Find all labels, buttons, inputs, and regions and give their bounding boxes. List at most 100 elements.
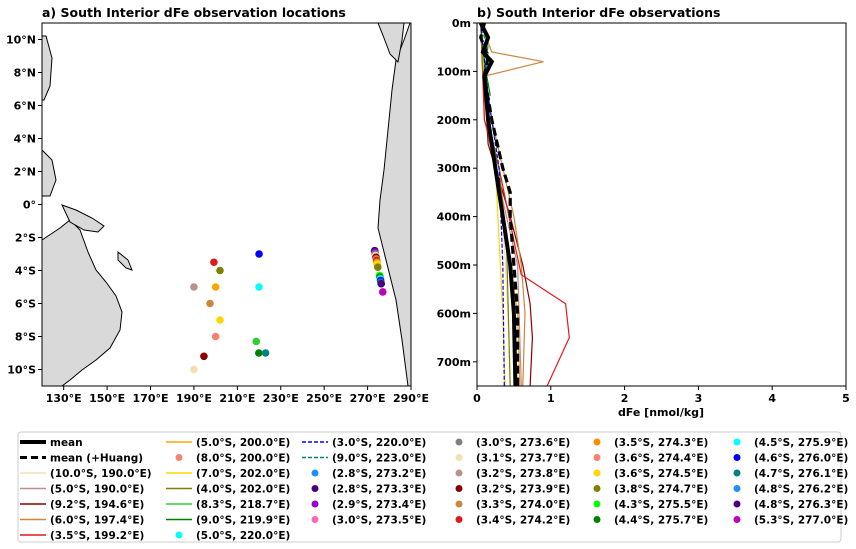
land-borneo <box>41 148 57 197</box>
legend-label-1-5: (9.0°S, 219.9°E) <box>196 515 290 527</box>
legend-swatch-2-5 <box>311 516 319 523</box>
land-masses <box>41 22 412 387</box>
legend-label-0-1: mean (+Huang) <box>50 453 143 465</box>
a-ytick-label-5: 0° <box>23 199 36 212</box>
legend-swatch-4-2 <box>593 469 601 477</box>
legend-label-4-4: (4.3°S, 275.5°E) <box>614 499 708 511</box>
b-xtick-label-2: 2 <box>621 392 629 405</box>
legend-label-1-2: (7.0°S, 202.0°E) <box>196 468 290 480</box>
panel-b-frame <box>476 22 847 387</box>
b-xtick-label-0: 0 <box>473 392 481 405</box>
profile-line-3 <box>480 22 544 387</box>
location-point-13 <box>261 349 270 357</box>
legend-swatch-4-4 <box>593 500 601 508</box>
profile-line-12 <box>479 22 520 386</box>
legend-label-1-4: (8.3°S, 218.7°E) <box>196 499 290 511</box>
a-xtick-label-8: 290°E <box>393 392 429 405</box>
legend-swatch-3-4 <box>455 500 463 508</box>
location-point-35 <box>378 288 387 296</box>
location-point-11 <box>255 283 263 291</box>
panel-a-points <box>190 246 387 374</box>
panel-b-title: b) South Interior dFe observations <box>477 5 720 20</box>
legend-swatch-4-5 <box>593 516 601 523</box>
legend-label-2-5: (3.0°S, 273.5°E) <box>332 515 426 527</box>
b-ytick-label-3: 300m <box>437 162 471 175</box>
panel-a-y-ticks: 10°N 8°N 6°N 4°N 2°N 0° 2°S 4°S 6°S 8°S 10°S <box>6 34 42 377</box>
b-ytick-label-5: 500m <box>437 259 471 272</box>
legend-items: mean mean (+Huang) (10.0°S, 190.0°E) (5.0°S… <box>20 437 848 542</box>
panel-b-x-ticks: 0 1 2 3 4 5 <box>473 386 850 405</box>
legend-label-0-3: (5.0°S, 190.0°E) <box>50 484 144 496</box>
legend-label-1-6: (5.0°S, 220.0°E) <box>196 530 290 542</box>
legend-swatch-5-5 <box>733 516 741 523</box>
legend-swatch-3-5 <box>455 516 463 523</box>
legend-label-4-1: (3.6°S, 274.4°E) <box>614 453 708 465</box>
panel-a-location-map: a) South Interior dFe observation locati… <box>6 5 429 405</box>
legend-swatch-5-0 <box>733 438 741 446</box>
a-ytick-label-2: 6°N <box>14 100 36 113</box>
a-ytick-label-10: 10°S <box>7 364 36 377</box>
legend-frame <box>17 431 842 543</box>
legend-label-3-4: (3.3°S, 274.0°E) <box>476 499 570 511</box>
panel-b-profiles: b) South Interior dFe observations 0 1 2 3 4… <box>437 5 850 419</box>
b-xtick-label-4: 4 <box>768 392 776 405</box>
profile-line-13 <box>478 22 518 387</box>
legend-swatch-5-2 <box>733 469 741 477</box>
panel-a-title: a) South Interior dFe observation locati… <box>42 5 346 20</box>
legend-swatch-3-3 <box>455 485 463 492</box>
profile-line-4 <box>480 22 570 387</box>
legend-label-0-6: (3.5°S, 199.2°E) <box>50 530 144 542</box>
legend-swatch-4-1 <box>593 454 601 461</box>
legend-swatch-4-3 <box>593 485 601 492</box>
panel-b-y-ticks: 0m 100m 200m 300m 400m 500m 600m 700m <box>437 17 477 369</box>
b-xtick-label-1: 1 <box>547 392 555 405</box>
legend: mean mean (+Huang) (10.0°S, 190.0°E) (5.0°S… <box>17 431 848 543</box>
location-point-1 <box>190 283 198 291</box>
legend-label-5-1: (4.6°S, 276.0°E) <box>754 453 848 465</box>
location-point-9 <box>252 337 261 346</box>
location-point-2 <box>200 352 208 361</box>
legend-label-1-0: (5.0°S, 200.0°E) <box>196 437 290 449</box>
location-point-3 <box>206 299 214 308</box>
legend-swatch-3-0 <box>455 438 463 446</box>
legend-label-0-0: mean <box>50 437 83 449</box>
legend-label-2-1: (9.0°S, 223.0°E) <box>332 453 426 465</box>
a-ytick-label-3: 4°N <box>14 133 36 146</box>
legend-swatch-4-0 <box>593 438 601 446</box>
legend-label-3-3: (3.2°S, 273.9°E) <box>476 484 570 496</box>
land-new-guinea <box>61 204 105 233</box>
a-xtick-label-5: 230°E <box>263 392 299 405</box>
legend-label-3-5: (3.4°S, 274.2°E) <box>476 515 570 527</box>
legend-swatch-1-6 <box>175 531 183 539</box>
b-ytick-label-4: 400m <box>437 211 471 224</box>
b-ytick-label-0: 0m <box>452 17 471 30</box>
legend-label-0-5: (6.0°S, 197.4°E) <box>50 515 144 527</box>
legend-swatch-5-4 <box>733 500 741 508</box>
legend-label-1-3: (4.0°S, 202.0°E) <box>196 484 290 496</box>
b-xtick-label-5: 5 <box>842 392 850 405</box>
legend-swatch-2-4 <box>311 500 319 508</box>
legend-swatch-3-1 <box>455 454 463 461</box>
panel-b-xlabel: dFe [nmol/kg] <box>618 406 704 419</box>
legend-label-0-2: (10.0°S, 190.0°E) <box>50 468 152 480</box>
legend-swatch-2-2 <box>311 469 319 477</box>
legend-swatch-2-3 <box>311 485 319 492</box>
b-ytick-label-1: 100m <box>437 65 471 78</box>
legend-label-2-4: (2.9°S, 273.4°E) <box>332 499 426 511</box>
legend-label-3-1: (3.1°S, 273.7°E) <box>476 453 570 465</box>
legend-label-2-0: (3.0°S, 220.0°E) <box>332 437 426 449</box>
legend-label-4-3: (3.8°S, 274.7°E) <box>614 484 708 496</box>
legend-label-0-4: (9.2°S, 194.6°E) <box>50 499 144 511</box>
legend-label-5-3: (4.8°S, 276.2°E) <box>754 484 848 496</box>
legend-label-5-5: (5.3°S, 277.0°E) <box>754 515 848 527</box>
b-ytick-label-2: 200m <box>437 114 471 127</box>
location-point-5 <box>211 283 220 291</box>
panel-a-x-ticks: 130°E 150°E 170°E 190°E 210°E 230°E 250°E 270°E… <box>46 386 429 405</box>
a-ytick-label-8: 6°S <box>15 298 36 311</box>
location-point-8 <box>216 266 224 275</box>
land-philippines <box>41 35 53 101</box>
b-ytick-label-7: 700m <box>437 356 471 369</box>
a-ytick-label-6: 2°S <box>15 232 36 245</box>
legend-swatch-5-1 <box>733 454 741 461</box>
